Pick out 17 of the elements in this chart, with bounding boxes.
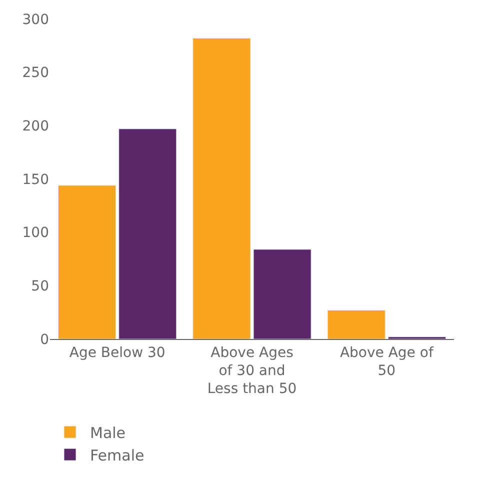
bar bbox=[118, 128, 177, 339]
y-tick-label: 50 bbox=[31, 278, 49, 295]
x-tick-label: Above Ages of 30 and Less than 50 bbox=[207, 344, 297, 398]
bar bbox=[192, 38, 251, 339]
y-tick-label: 100 bbox=[22, 225, 49, 242]
bar bbox=[327, 310, 386, 339]
x-tick-label: Above Age of 50 bbox=[340, 344, 434, 379]
y-tick-label: 150 bbox=[22, 172, 49, 188]
bar bbox=[253, 249, 312, 339]
x-tick-label: Age Below 30 bbox=[69, 344, 166, 361]
y-tick-label: 250 bbox=[22, 65, 49, 82]
y-tick-label: 200 bbox=[22, 118, 49, 135]
y-tick-label: 0 bbox=[40, 332, 49, 348]
bar bbox=[58, 185, 116, 339]
legend-label: Male bbox=[90, 424, 126, 442]
y-tick-label: 300 bbox=[22, 12, 49, 28]
legend-label: Female bbox=[90, 446, 144, 464]
